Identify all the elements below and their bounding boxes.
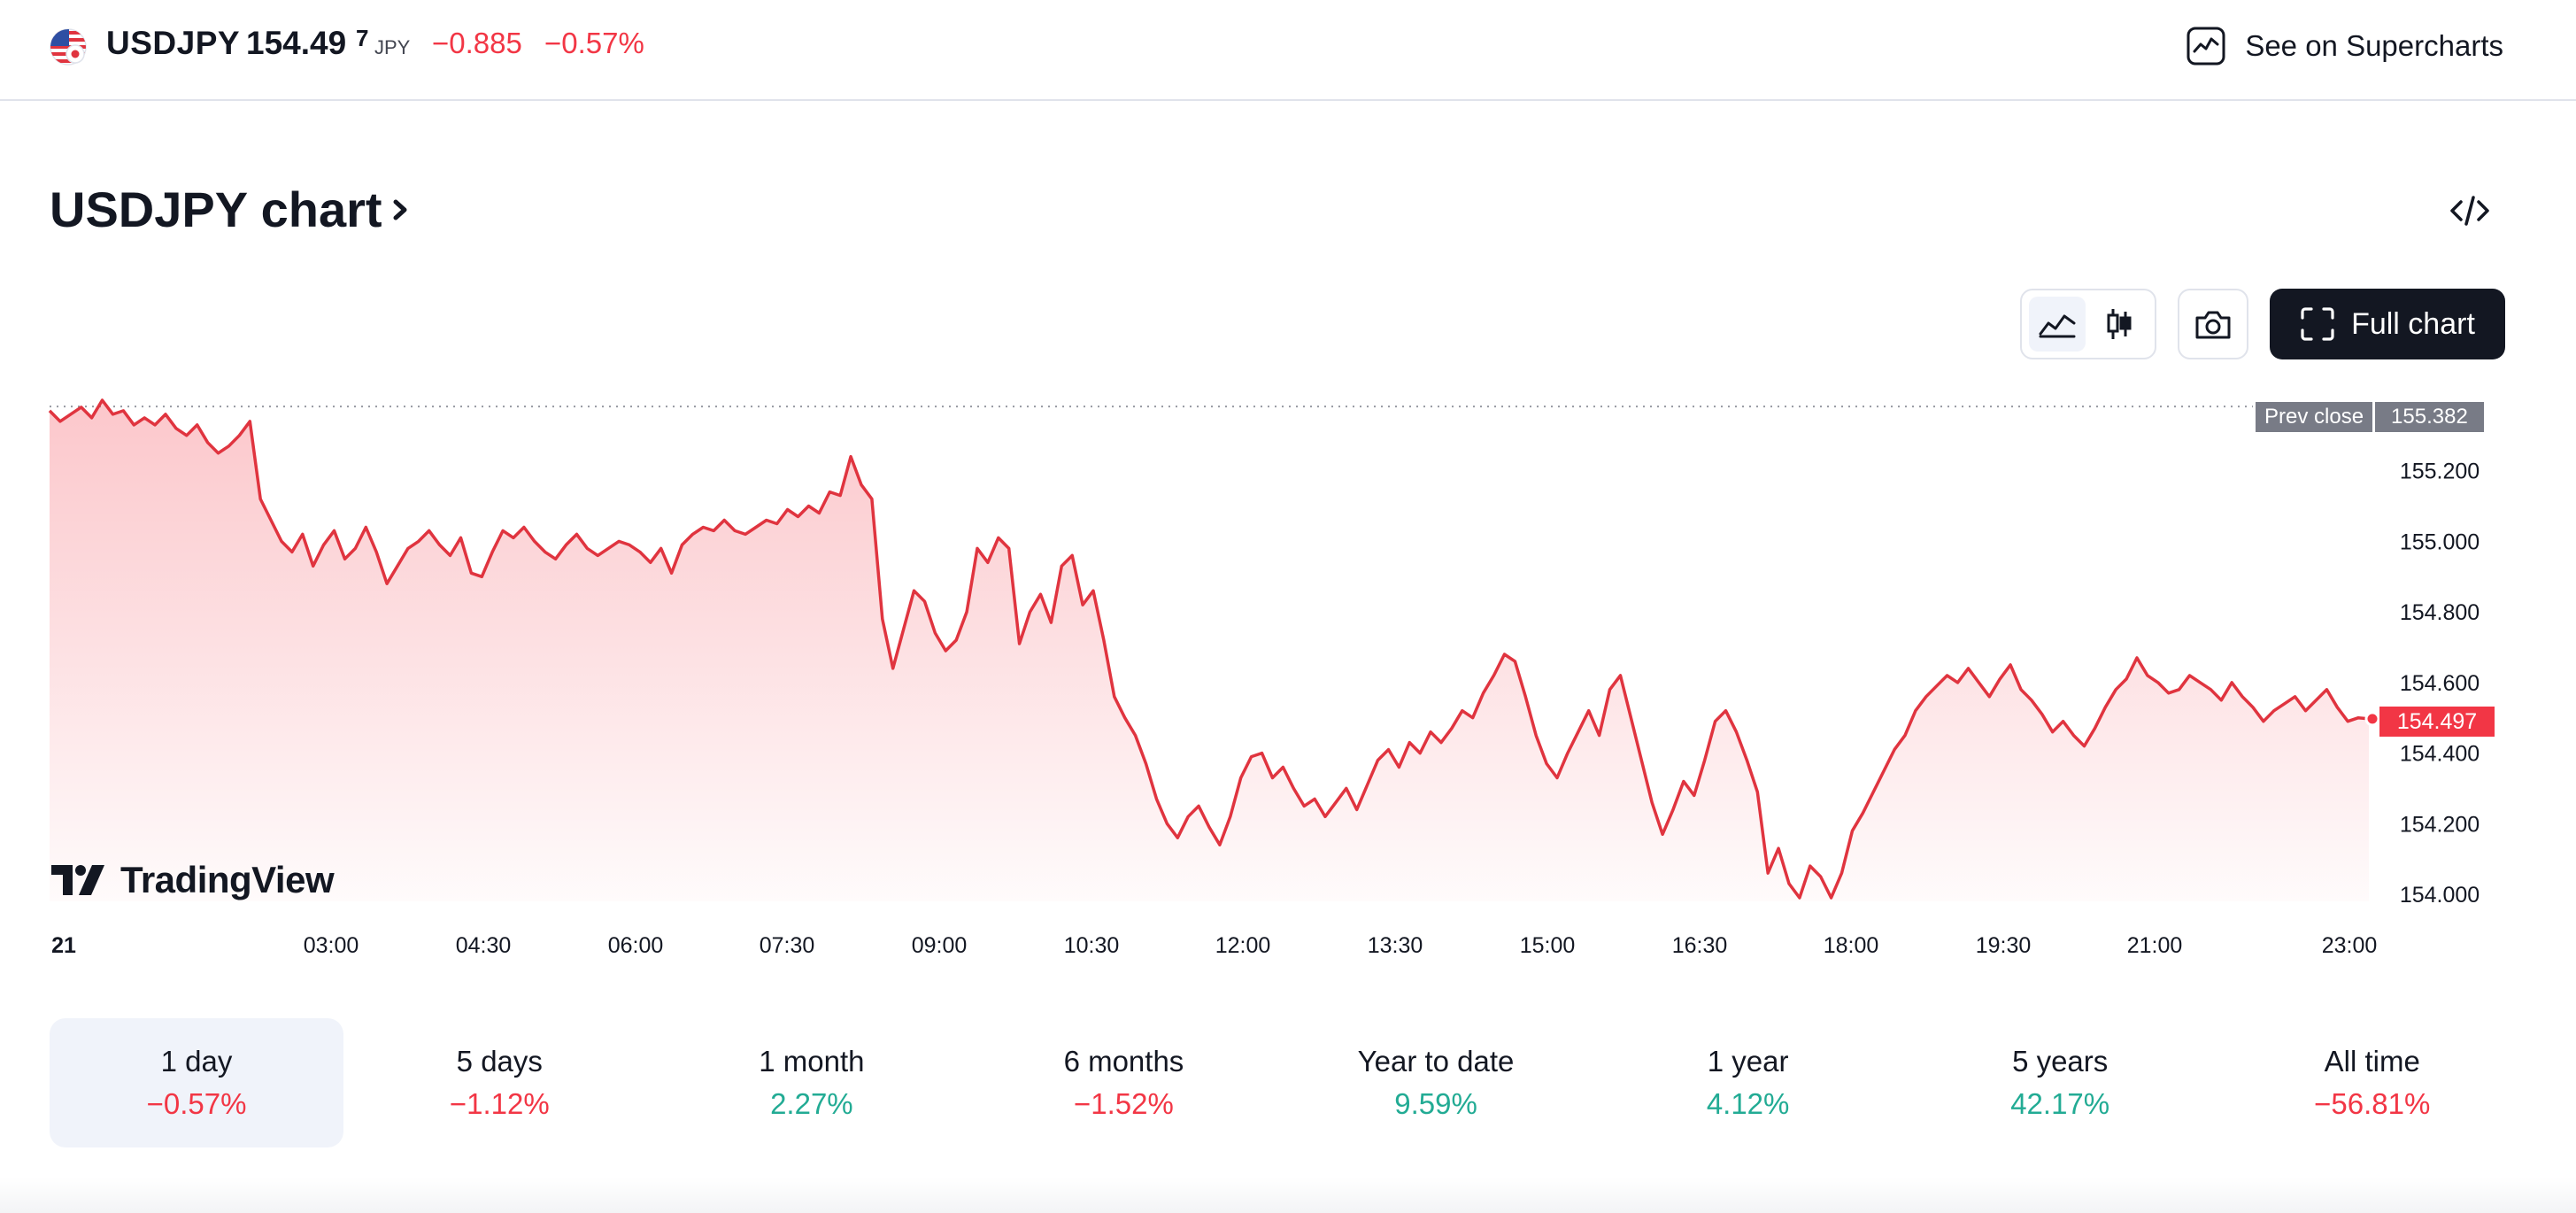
prev-close-value: 155.382 — [2375, 402, 2484, 432]
x-axis-tick-label: 16:30 — [1672, 933, 1728, 958]
full-chart-button[interactable]: Full chart — [2270, 289, 2505, 359]
x-axis-tick-label: 18:00 — [1824, 933, 1879, 958]
chart-title: USDJPY chart — [50, 182, 382, 237]
y-axis-tick-label: 155.200 — [2400, 460, 2480, 484]
period-year-to-date[interactable]: Year to date 9.59% — [1280, 1018, 1593, 1147]
see-on-supercharts-label: See on Supercharts — [2245, 29, 2503, 62]
period-label: 6 months — [1063, 1045, 1184, 1078]
last-price-fraction: 7 — [356, 25, 369, 51]
period-label: 1 month — [759, 1045, 865, 1078]
snapshot-button[interactable] — [2178, 289, 2248, 359]
x-axis-tick-label: 19:30 — [1976, 933, 2032, 958]
candles-style-button[interactable] — [2091, 297, 2148, 352]
x-axis-tick-label: 10:30 — [1064, 933, 1120, 958]
price-change: −0.885 — [432, 27, 522, 59]
x-axis-tick-label: 21:00 — [2127, 933, 2183, 958]
period-change: 4.12% — [1706, 1087, 1790, 1120]
period-label: 5 years — [2012, 1045, 2109, 1078]
period-change: −1.52% — [1074, 1087, 1174, 1120]
period-all-time[interactable]: All time −56.81% — [2216, 1018, 2528, 1147]
area-chart-icon — [2039, 314, 2076, 338]
period-6-months[interactable]: 6 months −1.52% — [968, 1018, 1280, 1147]
x-axis-tick-label: 04:30 — [456, 933, 512, 958]
period-1-day[interactable]: 1 day −0.57% — [50, 1018, 343, 1147]
full-chart-label: Full chart — [2351, 306, 2475, 341]
period-change: 2.27% — [770, 1087, 853, 1120]
camera-icon — [2195, 311, 2231, 339]
period-change: 42.17% — [2010, 1087, 2110, 1120]
period-label: Year to date — [1357, 1045, 1515, 1078]
price-chart[interactable]: 155.200 155.000 154.800 154.600 154.400 154.2… — [0, 390, 2576, 974]
price-line — [48, 398, 2370, 900]
x-axis-tick-label: 13:30 — [1368, 933, 1423, 958]
x-axis-tick-label: 07:30 — [760, 933, 815, 958]
y-axis-tick-label: 155.000 — [2400, 529, 2480, 554]
chart-title-link[interactable]: USDJPY chart — [50, 181, 413, 238]
x-axis-tick-label: 12:00 — [1215, 933, 1271, 958]
x-axis-tick-label: 09:00 — [912, 933, 968, 958]
bottom-divider — [0, 1178, 2576, 1213]
x-axis-tick-label: 15:00 — [1520, 933, 1576, 958]
y-axis-tick-label: 154.800 — [2400, 600, 2480, 625]
period-change: 9.59% — [1394, 1087, 1477, 1120]
chevron-right-icon — [393, 199, 407, 220]
price-change-percent: −0.57% — [544, 27, 644, 59]
prev-close-tag: Prev close 155.382 — [2256, 402, 2484, 432]
candles-icon — [2107, 309, 2132, 339]
fullscreen-icon — [2301, 307, 2334, 341]
code-embed-icon[interactable] — [2449, 193, 2491, 228]
see-on-supercharts-link[interactable]: See on Supercharts — [2187, 21, 2503, 71]
period-label: 5 days — [456, 1045, 543, 1078]
period-selector: 1 day −0.57% 5 days −1.12% 1 month 2.27%… — [50, 1018, 2528, 1147]
period-change: −56.81% — [2314, 1087, 2431, 1120]
us-jp-flag-icon — [50, 28, 87, 66]
tradingview-logo-icon — [51, 865, 104, 895]
y-axis-tick-label: 154.400 — [2400, 742, 2480, 767]
period-5-days[interactable]: 5 days −1.12% — [343, 1018, 656, 1147]
symbol-header: USDJPY 154.49 7 JPY −0.885 −0.57% See on… — [0, 0, 2576, 101]
x-axis-tick-label: 21 — [51, 933, 76, 958]
period-change: −1.12% — [449, 1087, 550, 1120]
prev-close-label: Prev close — [2256, 402, 2373, 432]
x-axis-tick-label: 23:00 — [2322, 933, 2378, 958]
price-area-fill — [50, 400, 2369, 901]
last-price-dot — [2364, 711, 2380, 727]
period-1-month[interactable]: 1 month 2.27% — [656, 1018, 968, 1147]
period-label: 1 day — [160, 1045, 233, 1078]
currency-label: JPY — [374, 36, 411, 58]
symbol-name: USDJPY — [106, 25, 241, 61]
period-label: All time — [2324, 1045, 2420, 1078]
area-style-button[interactable] — [2029, 297, 2086, 352]
period-5-years[interactable]: 5 years 42.17% — [1904, 1018, 2217, 1147]
x-axis-tick-label: 06:00 — [608, 933, 664, 958]
last-price: 154.49 — [246, 25, 347, 61]
period-1-year[interactable]: 1 year 4.12% — [1592, 1018, 1904, 1147]
y-axis-tick-label: 154.000 — [2400, 883, 2480, 908]
period-change: −0.57% — [146, 1087, 247, 1120]
y-axis-tick-label: 154.600 — [2400, 671, 2480, 696]
chart-style-toggle — [2020, 289, 2156, 359]
last-price-tag: 154.497 — [2379, 707, 2495, 737]
chart-line-icon — [2187, 27, 2225, 66]
y-axis-tick-label: 154.200 — [2400, 812, 2480, 837]
period-label: 1 year — [1707, 1045, 1789, 1078]
tradingview-logo: TradingView — [51, 859, 335, 901]
x-axis-tick-label: 03:00 — [304, 933, 359, 958]
